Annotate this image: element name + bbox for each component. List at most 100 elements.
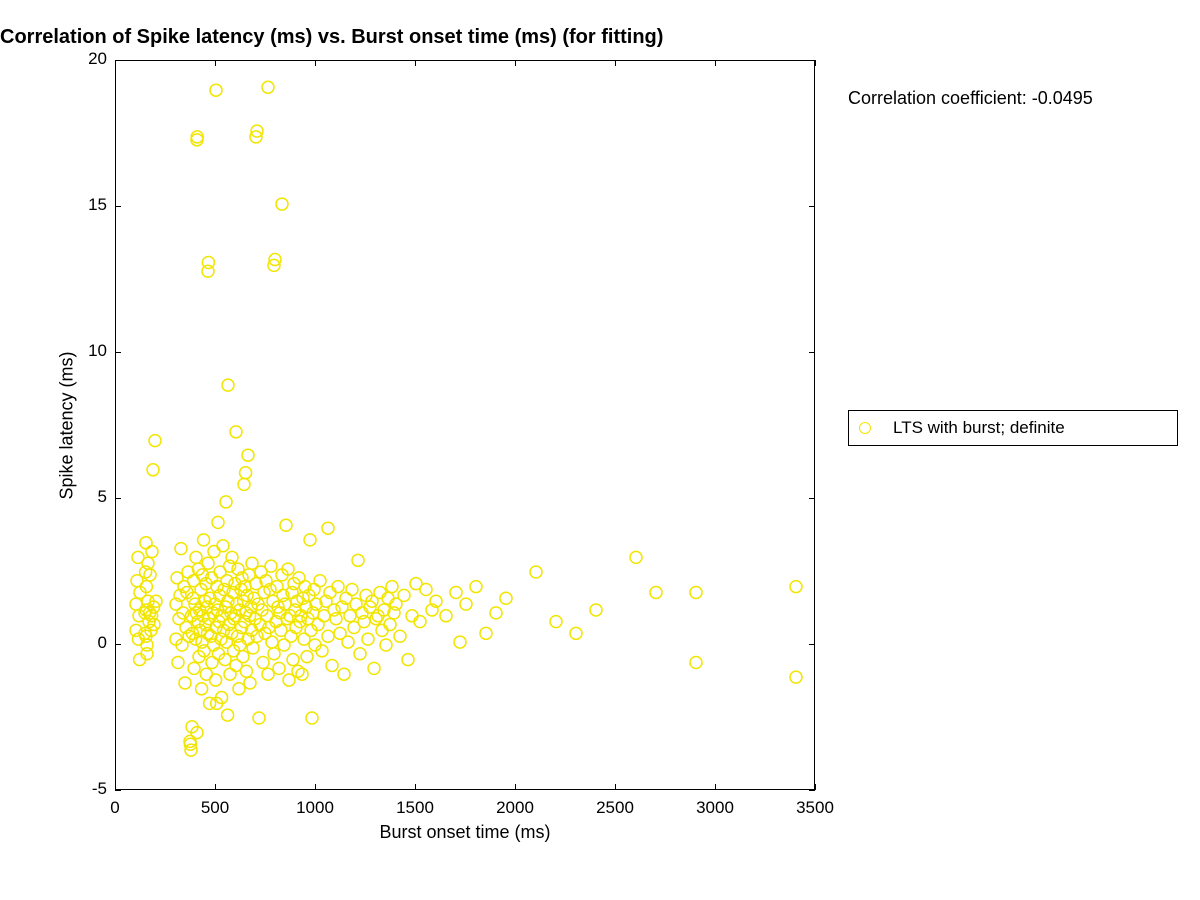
data-point xyxy=(630,551,642,563)
data-point xyxy=(257,657,269,669)
data-point xyxy=(204,697,216,709)
data-point xyxy=(226,551,238,563)
data-point xyxy=(356,607,368,619)
data-point xyxy=(202,557,214,569)
data-point xyxy=(210,84,222,96)
data-point xyxy=(460,598,472,610)
x-axis-label: Burst onset time (ms) xyxy=(115,822,815,843)
data-point xyxy=(262,81,274,93)
y-tick-label: 15 xyxy=(57,195,107,215)
data-point xyxy=(220,496,232,508)
data-point xyxy=(271,581,283,593)
data-point xyxy=(210,674,222,686)
x-tick-label: 1500 xyxy=(385,798,445,818)
data-point xyxy=(368,662,380,674)
data-point xyxy=(212,516,224,528)
legend-label: LTS with burst; definite xyxy=(893,418,1065,438)
data-point xyxy=(352,554,364,566)
data-point xyxy=(140,537,152,549)
data-point xyxy=(328,604,340,616)
data-point xyxy=(242,449,254,461)
data-point xyxy=(338,668,350,680)
data-point xyxy=(790,581,802,593)
x-tick-label: 3000 xyxy=(685,798,745,818)
data-point xyxy=(414,616,426,628)
data-point xyxy=(188,662,200,674)
data-point xyxy=(276,198,288,210)
data-point xyxy=(296,668,308,680)
data-point xyxy=(233,683,245,695)
data-point xyxy=(382,592,394,604)
data-point xyxy=(222,709,234,721)
data-point xyxy=(384,619,396,631)
data-point xyxy=(490,607,502,619)
data-point xyxy=(202,627,214,639)
data-point xyxy=(358,616,370,628)
x-tick-label: 1000 xyxy=(285,798,345,818)
data-point xyxy=(530,566,542,578)
data-point xyxy=(224,668,236,680)
data-point xyxy=(237,651,249,663)
data-point xyxy=(398,589,410,601)
data-point xyxy=(172,657,184,669)
data-point xyxy=(314,575,326,587)
data-point xyxy=(326,659,338,671)
y-tick-label: 0 xyxy=(57,633,107,653)
data-point xyxy=(230,426,242,438)
data-point xyxy=(380,639,392,651)
data-point xyxy=(208,546,220,558)
data-point xyxy=(292,665,304,677)
data-point xyxy=(202,256,214,268)
data-point xyxy=(217,540,229,552)
data-point xyxy=(146,546,158,558)
data-point xyxy=(175,543,187,555)
data-point xyxy=(386,581,398,593)
data-point xyxy=(406,610,418,622)
data-point xyxy=(342,636,354,648)
data-point xyxy=(224,560,236,572)
legend: LTS with burst; definite xyxy=(848,410,1178,446)
data-point xyxy=(198,534,210,546)
data-point xyxy=(420,584,432,596)
data-point xyxy=(790,671,802,683)
y-tick-label: 20 xyxy=(57,49,107,69)
data-point xyxy=(196,683,208,695)
data-point xyxy=(690,586,702,598)
data-point xyxy=(376,624,388,636)
data-point xyxy=(240,665,252,677)
data-point xyxy=(265,560,277,572)
data-point xyxy=(550,616,562,628)
x-tick-label: 3500 xyxy=(785,798,845,818)
data-point xyxy=(330,613,342,625)
data-point xyxy=(346,584,358,596)
data-point xyxy=(354,648,366,660)
data-point xyxy=(480,627,492,639)
data-point xyxy=(149,435,161,447)
x-tick-label: 0 xyxy=(85,798,145,818)
data-point xyxy=(306,712,318,724)
data-point xyxy=(304,534,316,546)
data-point xyxy=(322,522,334,534)
x-tick-label: 500 xyxy=(185,798,245,818)
data-point xyxy=(450,586,462,598)
scatter-points-layer xyxy=(116,61,816,791)
data-point xyxy=(690,657,702,669)
data-point xyxy=(650,586,662,598)
data-point xyxy=(500,592,512,604)
data-point xyxy=(142,557,154,569)
chart-title: Correlation of Spike latency (ms) vs. Bu… xyxy=(0,26,663,49)
data-point xyxy=(147,464,159,476)
y-axis-label: Spike latency (ms) xyxy=(57,301,78,551)
data-point xyxy=(590,604,602,616)
data-point xyxy=(266,636,278,648)
data-point xyxy=(206,657,218,669)
data-point xyxy=(253,712,265,724)
plot-area xyxy=(115,60,815,790)
data-point xyxy=(570,627,582,639)
data-point xyxy=(262,668,274,680)
x-tick-label: 2000 xyxy=(485,798,545,818)
data-point xyxy=(374,586,386,598)
data-point xyxy=(362,633,374,645)
scatter-chart: Correlation of Spike latency (ms) vs. Bu… xyxy=(0,0,1200,900)
data-point xyxy=(332,581,344,593)
